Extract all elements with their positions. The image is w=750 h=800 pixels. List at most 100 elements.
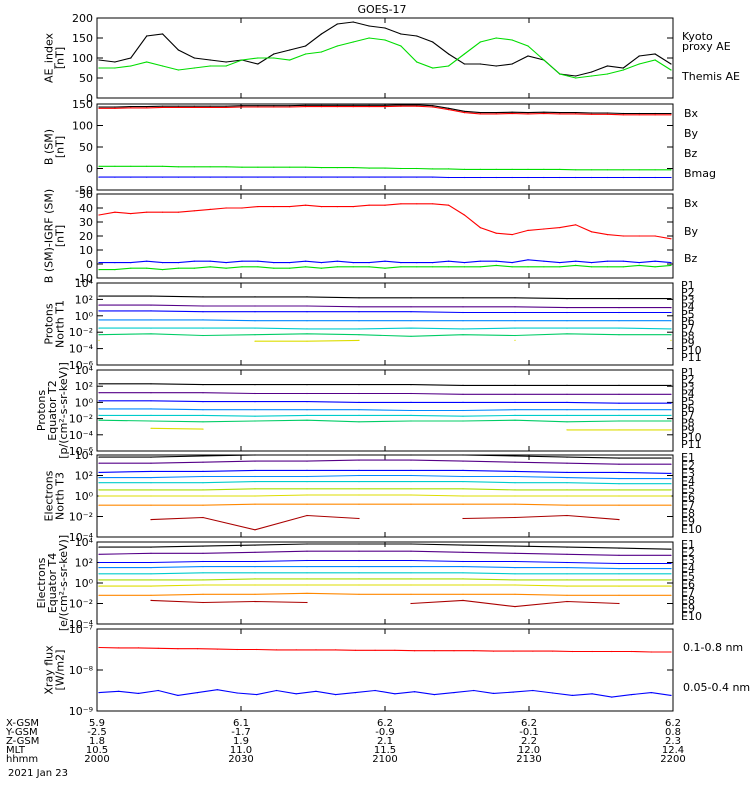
legend-label: Bz bbox=[684, 147, 698, 160]
series-p2 bbox=[98, 304, 672, 309]
y-tick-label: 100 bbox=[72, 120, 93, 133]
legend-label: P2 bbox=[681, 286, 695, 299]
y-tick-label: 20 bbox=[79, 230, 93, 243]
series-line bbox=[150, 599, 620, 608]
series-line bbox=[99, 566, 671, 570]
series-e9 bbox=[150, 514, 620, 531]
y-tick-label: 0 bbox=[86, 258, 93, 271]
legend-label: P5 bbox=[681, 308, 695, 321]
series-line bbox=[99, 310, 671, 314]
series-line bbox=[98, 646, 671, 653]
y-tick-label: 10⁻⁴ bbox=[69, 618, 94, 631]
series-p3 bbox=[98, 310, 672, 314]
y-tick-label: 10⁻⁶ bbox=[69, 359, 94, 372]
series-p1 bbox=[98, 383, 672, 386]
series-line bbox=[99, 264, 672, 271]
legend-label: E1 bbox=[681, 538, 695, 551]
x-row-value: 5.9 bbox=[89, 718, 105, 729]
y-tick-label: 10⁻⁸ bbox=[69, 664, 94, 677]
legend-label: E10 bbox=[681, 523, 702, 536]
y-tick-label: 10⁻² bbox=[69, 598, 93, 611]
y-axis-label: Electrons bbox=[35, 557, 48, 608]
legend-label: E10 bbox=[681, 610, 702, 623]
legend-label: Kyoto bbox=[682, 30, 713, 43]
legend-label: E5 bbox=[681, 483, 695, 496]
series-line bbox=[99, 578, 671, 581]
series-line bbox=[99, 459, 671, 465]
series-line bbox=[98, 469, 672, 474]
legend-label: P8 bbox=[681, 416, 695, 429]
series-p4 bbox=[98, 319, 672, 322]
y-tick-label: 0 bbox=[86, 163, 93, 176]
legend-label: E4 bbox=[681, 562, 695, 575]
y-axis-label: [e/(cm²-s-sr-keV)] bbox=[57, 535, 70, 631]
series-e5 bbox=[98, 481, 672, 485]
y-tick-label: 10⁻⁹ bbox=[69, 705, 93, 718]
series-line bbox=[99, 474, 671, 480]
series-line bbox=[99, 327, 672, 330]
legend-label: Bx bbox=[684, 107, 699, 120]
data-point bbox=[514, 339, 516, 341]
series-e9 bbox=[150, 599, 620, 608]
series-line bbox=[150, 427, 671, 431]
y-tick-label: 10⁴ bbox=[75, 536, 94, 549]
x-row-value: 2200 bbox=[660, 754, 685, 765]
legend-label: P11 bbox=[681, 351, 702, 364]
legend-label: P3 bbox=[681, 293, 695, 306]
y-axis-label: Protons bbox=[35, 390, 48, 431]
y-tick-label: 10 bbox=[79, 244, 93, 257]
y-tick-label: 30 bbox=[79, 216, 93, 229]
y-axis-label: North T3 bbox=[54, 472, 67, 520]
series-e8 bbox=[98, 503, 672, 506]
legend-label: Bz bbox=[684, 252, 698, 265]
legend-label: P5 bbox=[681, 395, 695, 408]
series-line bbox=[99, 543, 672, 550]
legend-label: Bmag bbox=[684, 167, 716, 180]
x-row-value: 1.8 bbox=[89, 736, 105, 747]
y-axis-label: Electrons bbox=[43, 470, 56, 521]
x-row-value: 6.2 bbox=[377, 718, 393, 729]
series-line bbox=[99, 488, 671, 491]
series-line bbox=[99, 383, 671, 386]
y-axis-label: [nT] bbox=[54, 136, 67, 158]
y-tick-label: 0 bbox=[86, 92, 93, 105]
series-bx bbox=[98, 176, 672, 179]
y-tick-label: 10⁻² bbox=[69, 511, 93, 524]
y-tick-label: 10² bbox=[75, 557, 93, 570]
legend-label: P6 bbox=[681, 402, 695, 415]
series-p3 bbox=[98, 400, 672, 404]
legend-label: E5 bbox=[681, 570, 695, 583]
y-tick-label: 10⁰ bbox=[75, 310, 94, 323]
x-row-value: 10.5 bbox=[86, 745, 108, 756]
series-line bbox=[98, 689, 672, 698]
legend-label: E9 bbox=[681, 515, 695, 528]
y-axis-label: AE_index bbox=[43, 32, 56, 83]
y-axis-label: [nT] bbox=[54, 225, 67, 247]
series-e4 bbox=[98, 566, 672, 570]
series-line bbox=[99, 104, 671, 115]
series-p5 bbox=[98, 414, 672, 417]
legend-label: P11 bbox=[681, 438, 702, 451]
series-line bbox=[98, 550, 671, 556]
series-line bbox=[99, 392, 671, 395]
series-line bbox=[98, 21, 672, 77]
x-row-value: 2030 bbox=[228, 754, 253, 765]
series-e4 bbox=[98, 474, 672, 480]
x-row-label: hhmm bbox=[6, 754, 38, 765]
series-p8 bbox=[98, 340, 671, 342]
series-e1 bbox=[98, 543, 672, 550]
series-themis-ae bbox=[98, 21, 672, 77]
legend-label: P4 bbox=[681, 388, 695, 401]
series-bmag bbox=[98, 104, 672, 115]
legend-label: P7 bbox=[681, 322, 695, 335]
x-row-value: 1.9 bbox=[233, 736, 249, 747]
y-tick-label: 100 bbox=[72, 52, 93, 65]
series-line bbox=[99, 304, 671, 309]
legend-label: 0.05-0.4 nm bbox=[683, 681, 750, 694]
series-p8 bbox=[150, 427, 672, 431]
x-row-value: 2.3 bbox=[665, 736, 681, 747]
legend-label: P8 bbox=[681, 329, 695, 342]
date-label: 2021 Jan 23 bbox=[8, 768, 68, 779]
